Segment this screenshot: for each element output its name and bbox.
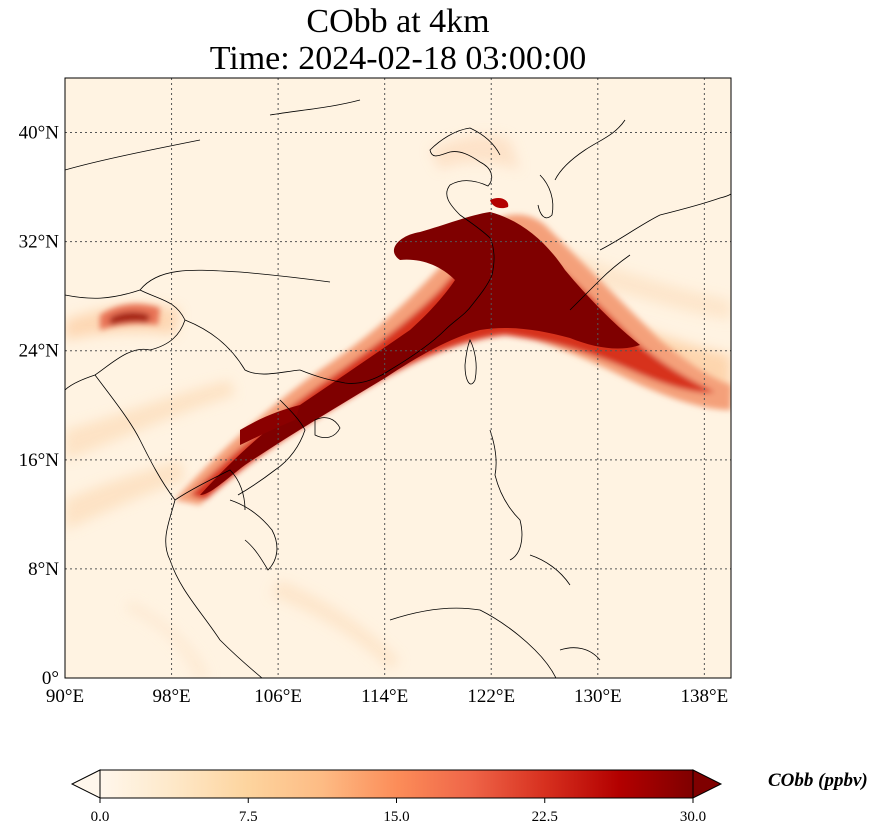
colorbar-tick-label: 7.5 [239, 809, 258, 825]
map-title-line2: Time: 2024-02-18 03:00:00 [209, 40, 587, 77]
colorbar-tick-label: 22.5 [532, 809, 558, 825]
plume-core [200, 197, 640, 495]
coastlines [65, 99, 731, 678]
gridlines [65, 78, 731, 678]
map-frame [64, 77, 732, 679]
lon-tick-label: 114°E [361, 686, 408, 707]
colorbar-tick-label: 0.0 [91, 809, 110, 825]
colorbar-extend-min [70, 769, 101, 799]
latitude-tick-labels: 0° 8°N 16°N 24°N 32°N 40°N [19, 123, 60, 689]
lon-tick-label: 90°E [46, 686, 84, 707]
lat-tick-label: 40°N [19, 123, 60, 144]
lon-tick-label: 106°E [254, 686, 302, 707]
lat-tick-label: 24°N [19, 341, 60, 362]
colorbar-label: CObb (ppbv) [768, 770, 868, 791]
colorbar-tick-label: 15.0 [383, 809, 409, 825]
colorbar-extend-max [692, 769, 723, 799]
map-title-line1: CObb at 4km [306, 3, 490, 40]
lon-tick-label: 122°E [467, 686, 515, 707]
colorbar-gradient [100, 770, 693, 798]
lat-tick-label: 8°N [28, 559, 59, 580]
lat-tick-label: 0° [42, 668, 59, 689]
lon-tick-label: 98°E [152, 686, 190, 707]
lon-tick-label: 138°E [681, 686, 729, 707]
colorbar: 0.0 7.5 15.0 22.5 30.0 [70, 769, 723, 825]
lon-tick-label: 130°E [574, 686, 622, 707]
co-concentration-field [65, 78, 731, 678]
colorbar-tick-label: 30.0 [680, 809, 706, 825]
longitude-tick-labels: 90°E 98°E 106°E 114°E 122°E 130°E 138°E [46, 686, 728, 707]
lat-tick-label: 16°N [19, 450, 60, 471]
lat-tick-label: 32°N [19, 232, 60, 253]
